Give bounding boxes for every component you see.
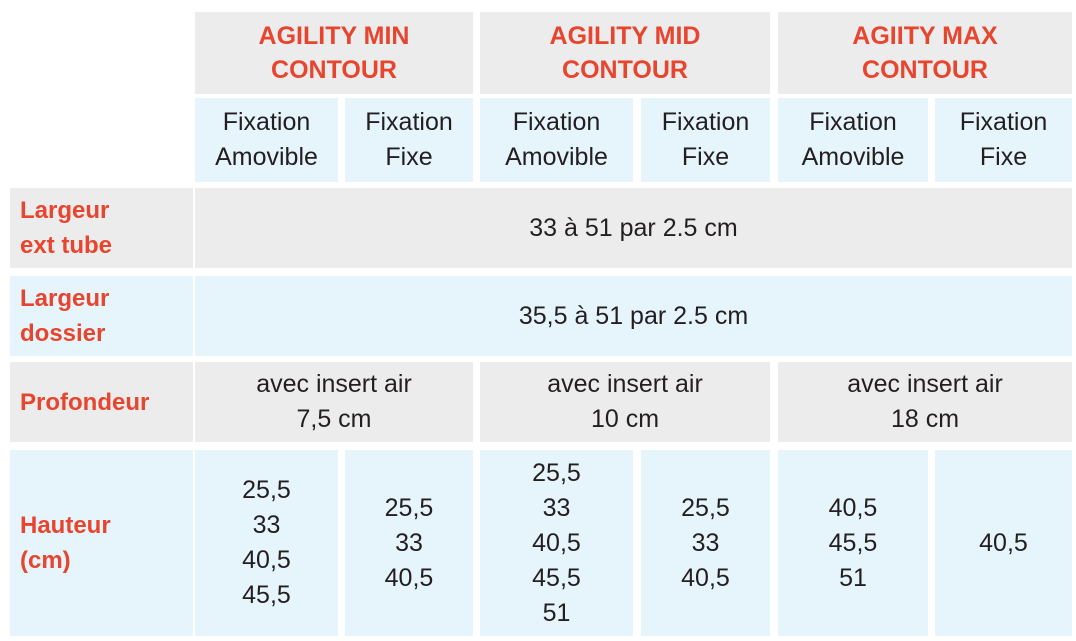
group-header: AGIITY MAX CONTOUR <box>778 12 1072 94</box>
row-label-text: Profondeur <box>20 388 150 416</box>
sub-header-text: Fixation Amovible <box>215 108 318 171</box>
group-title: AGILITY MIN CONTOUR <box>258 22 410 84</box>
sub-header-text: Fixation Fixe <box>661 108 750 171</box>
sub-header: Fixation Amovible <box>480 98 633 182</box>
value-cell: 40,5 45,5 51 <box>778 450 928 636</box>
value-text: 33 à 51 par 2.5 cm <box>529 213 738 242</box>
value-item: 45,5 <box>242 581 291 609</box>
sub-header: Fixation Fixe <box>345 98 473 182</box>
value-item: 45,5 <box>828 528 878 557</box>
value-text: 35,5 à 51 par 2.5 cm <box>518 301 749 330</box>
value-cell: 33 à 51 par 2.5 cm <box>195 188 1072 268</box>
value-text: avec insert air 7,5 cm <box>256 370 412 433</box>
row-label: Hauteur (cm) <box>10 450 193 636</box>
value-item: 40,5 <box>681 563 730 592</box>
value-item: 45,5 <box>532 563 581 592</box>
group-title: AGILITY MID CONTOUR <box>549 22 701 84</box>
sub-header: Fixation Amovible <box>195 98 338 182</box>
value-cell: 25,5 33 40,5 45,5 <box>195 450 338 636</box>
value-text: avec insert air 10 cm <box>547 370 703 433</box>
value-item: 25,5 <box>532 458 581 487</box>
row-label: Profondeur <box>10 362 193 442</box>
group-header: AGILITY MIN CONTOUR <box>195 12 473 94</box>
value-item: 25,5 <box>384 493 434 522</box>
value-item: 33 <box>542 493 571 522</box>
value-cell: 40,5 <box>935 450 1072 636</box>
value-cell: avec insert air 7,5 cm <box>195 362 473 442</box>
value-item: 33 <box>691 528 720 557</box>
value-cell: 25,5 33 40,5 <box>345 450 473 636</box>
value-item: 40,5 <box>828 493 878 522</box>
sub-header: Fixation Fixe <box>935 98 1072 182</box>
sub-header-text: Fixation Fixe <box>959 108 1048 171</box>
value-item: 40,5 <box>384 563 434 592</box>
value-item: 33 <box>395 528 423 557</box>
value-item: 40,5 <box>532 528 581 557</box>
group-title: AGIITY MAX CONTOUR <box>852 22 998 84</box>
value-cell: 25,5 33 40,5 45,5 51 <box>480 450 633 636</box>
sub-header: Fixation Amovible <box>778 98 928 182</box>
sub-header-text: Fixation Fixe <box>365 108 453 171</box>
group-header: AGILITY MID CONTOUR <box>480 12 770 94</box>
sub-header: Fixation Fixe <box>641 98 770 182</box>
row-label: Largeur dossier <box>10 276 193 356</box>
sub-header-text: Fixation Amovible <box>505 108 608 171</box>
value-cell: avec insert air 10 cm <box>480 362 770 442</box>
sub-header-text: Fixation Amovible <box>801 108 905 171</box>
value-text: avec insert air 18 cm <box>847 370 1003 433</box>
value-cell: avec insert air 18 cm <box>778 362 1072 442</box>
value-cell: 35,5 à 51 par 2.5 cm <box>195 276 1072 356</box>
value-item: 25,5 <box>681 493 730 522</box>
value-item: 51 <box>839 563 867 592</box>
value-item: 40,5 <box>242 546 291 574</box>
value-cell: 25,5 33 40,5 <box>641 450 770 636</box>
row-label: Largeur ext tube <box>10 188 193 268</box>
value-item: 51 <box>542 598 571 627</box>
row-label-text: Largeur dossier <box>20 285 110 347</box>
row-label-text: Largeur ext tube <box>20 197 113 259</box>
value-item: 40,5 <box>979 528 1028 557</box>
value-item: 25,5 <box>242 476 291 504</box>
row-label-text: Hauteur (cm) <box>20 512 111 574</box>
value-item: 33 <box>252 511 281 539</box>
